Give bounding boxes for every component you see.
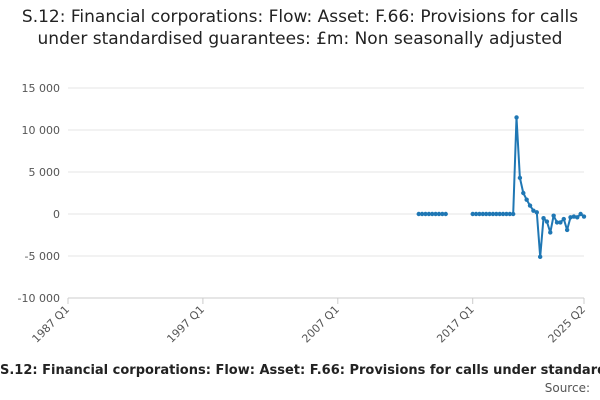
data-point[interactable] bbox=[571, 214, 577, 219]
x-tick-label: 2007 Q1 bbox=[299, 303, 342, 346]
data-point[interactable] bbox=[554, 220, 560, 225]
data-point[interactable] bbox=[517, 175, 523, 181]
data-point[interactable] bbox=[534, 210, 539, 215]
data-point[interactable] bbox=[558, 220, 563, 225]
data-point[interactable] bbox=[497, 211, 502, 217]
data-point[interactable] bbox=[480, 211, 486, 217]
data-point[interactable] bbox=[504, 211, 509, 217]
data-point[interactable] bbox=[436, 211, 442, 217]
source-label: Source: bbox=[544, 381, 590, 395]
data-point[interactable] bbox=[527, 203, 533, 208]
data-point[interactable] bbox=[537, 254, 543, 260]
data-point[interactable] bbox=[510, 211, 516, 217]
data-point[interactable] bbox=[544, 219, 550, 224]
x-tick-label: 1997 Q1 bbox=[164, 303, 207, 346]
data-point[interactable] bbox=[514, 115, 519, 120]
y-tick-label: 0 bbox=[53, 208, 60, 221]
chart-title: S.12: Financial corporations: Flow: Asse… bbox=[21, 7, 579, 49]
data-point[interactable] bbox=[426, 211, 432, 217]
y-tick-label: 10 000 bbox=[22, 124, 61, 137]
data-point[interactable] bbox=[490, 211, 496, 217]
y-tick-label: 5 000 bbox=[29, 166, 61, 179]
series bbox=[416, 115, 587, 260]
data-point[interactable] bbox=[470, 211, 475, 217]
data-point[interactable] bbox=[440, 211, 445, 217]
x-tick-label: 2017 Q1 bbox=[434, 303, 477, 346]
data-point[interactable] bbox=[473, 211, 479, 217]
data-point[interactable] bbox=[483, 211, 489, 217]
data-point[interactable] bbox=[430, 211, 435, 217]
footer-title: S.12: Financial corporations: Flow: Asse… bbox=[0, 363, 600, 378]
data-point[interactable] bbox=[524, 197, 529, 202]
data-point[interactable] bbox=[551, 213, 556, 218]
grid-lines bbox=[68, 87, 584, 299]
data-point[interactable] bbox=[443, 211, 448, 217]
data-point[interactable] bbox=[494, 211, 499, 217]
data-point[interactable] bbox=[500, 211, 506, 217]
y-tick-label: 15 000 bbox=[22, 82, 61, 95]
data-point[interactable] bbox=[548, 230, 553, 235]
data-point[interactable] bbox=[575, 215, 580, 220]
y-tick-label: -10 000 bbox=[18, 292, 60, 305]
x-tick-label: 2025 Q2 bbox=[546, 303, 589, 346]
data-point[interactable] bbox=[477, 211, 482, 217]
y-tick-label: -5 000 bbox=[25, 250, 60, 263]
data-point[interactable] bbox=[578, 211, 583, 217]
data-point[interactable] bbox=[581, 214, 587, 219]
data-point[interactable] bbox=[561, 216, 566, 222]
data-point[interactable] bbox=[564, 227, 570, 233]
data-point[interactable] bbox=[423, 211, 428, 217]
data-point[interactable] bbox=[507, 211, 513, 217]
data-point[interactable] bbox=[521, 190, 526, 196]
data-point[interactable] bbox=[487, 211, 492, 217]
data-point[interactable] bbox=[531, 208, 536, 213]
data-point[interactable] bbox=[419, 211, 425, 217]
data-point[interactable] bbox=[433, 211, 438, 217]
data-point[interactable] bbox=[416, 211, 421, 217]
data-point[interactable] bbox=[541, 216, 546, 221]
data-point[interactable] bbox=[568, 215, 573, 220]
series-line bbox=[472, 116, 585, 258]
x-tick-label: 1987 Q1 bbox=[30, 303, 73, 346]
x-axis: 1987 Q1 1997 Q1 2007 Q1 2017 Q1 2025 Q2 bbox=[30, 297, 589, 346]
y-axis-ticks: 15 000 10 000 5 000 0 -5 000 -10 000 bbox=[18, 82, 60, 305]
